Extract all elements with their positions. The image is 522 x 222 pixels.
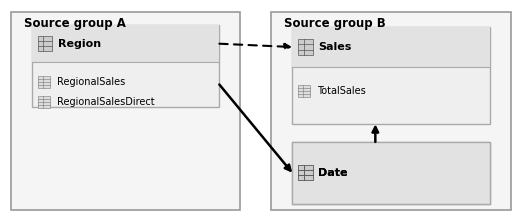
Text: Sales: Sales bbox=[318, 42, 352, 52]
Text: TotalSales: TotalSales bbox=[317, 86, 366, 96]
Bar bbox=[298, 165, 313, 180]
FancyBboxPatch shape bbox=[11, 12, 240, 210]
Bar bbox=[298, 165, 313, 180]
Bar bbox=[38, 36, 52, 52]
Bar bbox=[298, 39, 313, 55]
Bar bbox=[299, 85, 310, 97]
FancyBboxPatch shape bbox=[32, 25, 219, 62]
Bar bbox=[38, 76, 50, 88]
Text: Date: Date bbox=[318, 168, 348, 178]
FancyBboxPatch shape bbox=[32, 25, 219, 107]
Bar bbox=[38, 96, 50, 108]
Text: RegionalSales: RegionalSales bbox=[57, 77, 125, 87]
FancyBboxPatch shape bbox=[271, 12, 511, 210]
FancyBboxPatch shape bbox=[292, 27, 490, 124]
FancyBboxPatch shape bbox=[292, 142, 490, 204]
Text: Source group A: Source group A bbox=[24, 17, 126, 30]
Text: Region: Region bbox=[58, 39, 101, 49]
FancyBboxPatch shape bbox=[292, 27, 490, 67]
Text: Source group B: Source group B bbox=[284, 17, 386, 30]
FancyBboxPatch shape bbox=[292, 142, 490, 204]
Text: Date: Date bbox=[318, 168, 348, 178]
Text: RegionalSalesDirect: RegionalSalesDirect bbox=[57, 97, 155, 107]
